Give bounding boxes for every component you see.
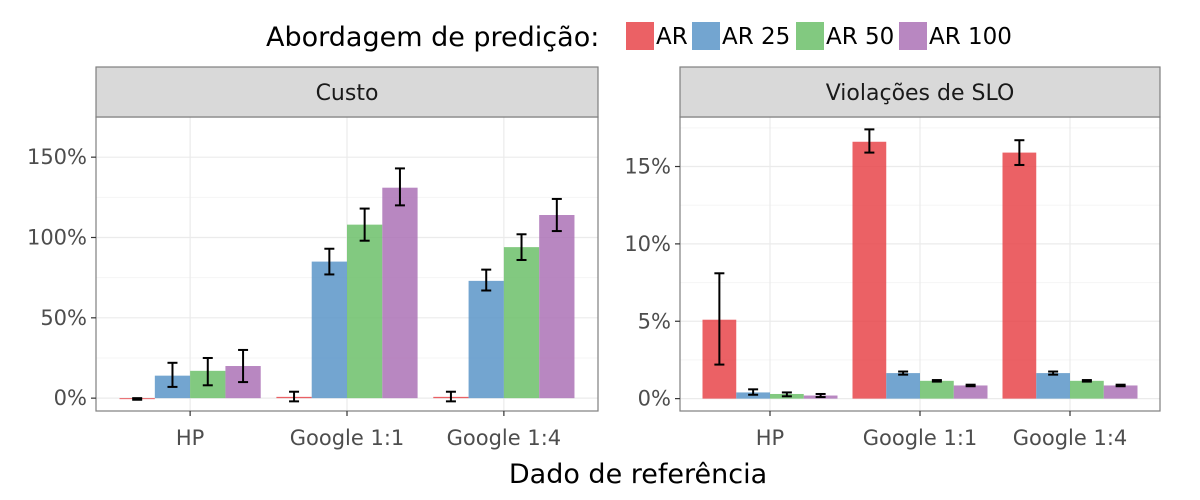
error-bar-ar25-1 xyxy=(898,370,909,376)
x-axis-title: Dado de referência xyxy=(509,459,767,490)
bar-ar50-1 xyxy=(920,380,954,399)
facet-strip xyxy=(95,66,599,118)
error-bar-ar-0 xyxy=(132,397,143,401)
error-bar-ar25-1 xyxy=(324,247,335,276)
error-bar-ar25-0 xyxy=(748,388,759,396)
error-bar-ar50-0 xyxy=(202,356,213,387)
y-tick-label: 0% xyxy=(54,386,87,410)
error-bar-ar-1 xyxy=(864,128,875,154)
error-bar-ar100-1 xyxy=(965,383,976,388)
y-tick-label: 150% xyxy=(27,145,87,169)
facet-strip xyxy=(679,66,1161,118)
error-bar-ar25-2 xyxy=(481,268,492,292)
legend-label-0: AR xyxy=(656,24,688,50)
error-bar-ar50-1 xyxy=(931,379,942,383)
bar-ar25-1 xyxy=(886,373,920,399)
bar-ar25-2 xyxy=(1036,373,1070,399)
legend-swatch-0 xyxy=(626,22,654,50)
y-tick-label: 10% xyxy=(624,232,671,256)
bar-ar25-2 xyxy=(468,280,504,399)
bar-ar100-1 xyxy=(953,385,988,399)
error-bar-ar-2 xyxy=(445,390,456,403)
y-tick-label: 5% xyxy=(638,309,671,333)
x-tick-label: Google 1:4 xyxy=(447,426,562,450)
error-bar-ar25-2 xyxy=(1048,370,1059,376)
bar-ar100-1 xyxy=(382,187,418,399)
bar-ar-1 xyxy=(852,141,887,399)
y-tick-label: 100% xyxy=(27,225,87,249)
bar-ar100-2 xyxy=(1103,385,1138,399)
legend-label-3: AR 100 xyxy=(929,24,1012,50)
bar-ar100-2 xyxy=(539,215,575,399)
legend-swatch-2 xyxy=(796,22,824,50)
bar-ar50-2 xyxy=(503,247,540,399)
x-tick-label: HP xyxy=(176,426,204,450)
x-tick-label: HP xyxy=(756,426,784,450)
facet-title: Custo xyxy=(316,81,379,106)
error-bar-ar100-2 xyxy=(1115,383,1126,388)
bar-ar50-1 xyxy=(347,224,383,399)
legend-swatch-1 xyxy=(692,22,720,50)
y-tick-label: 0% xyxy=(638,387,671,411)
legend-label-2: AR 50 xyxy=(826,24,894,50)
error-bar-ar100-2 xyxy=(551,197,562,233)
bar-ar25-1 xyxy=(311,261,347,399)
error-bar-ar100-1 xyxy=(394,167,405,207)
legend-swatch-3 xyxy=(899,22,927,50)
y-tick-label: 15% xyxy=(624,155,671,179)
facet-title: Violações de SLO xyxy=(826,81,1015,106)
bar-ar50-2 xyxy=(1070,380,1104,399)
y-tick-label: 50% xyxy=(40,306,87,330)
error-bar-ar-0 xyxy=(714,272,725,366)
error-bar-ar-2 xyxy=(1014,139,1025,166)
bar-ar-2 xyxy=(1002,152,1037,399)
x-tick-label: Google 1:1 xyxy=(863,426,978,450)
panel-0: Custo 0% 50% 100% 150% HP Google 1:1 Google 1:4 xyxy=(27,66,599,450)
x-tick-label: Google 1:4 xyxy=(1013,426,1128,450)
legend-title: Abordagem de predição: xyxy=(266,22,599,53)
error-bar-ar50-2 xyxy=(516,233,527,261)
x-tick-label: Google 1:1 xyxy=(290,426,405,450)
error-bar-ar25-0 xyxy=(167,361,178,388)
panel-1: Violações de SLO 0% 5% 10% 15% HP Google 1:1 Go… xyxy=(624,66,1161,450)
error-bar-ar-1 xyxy=(289,390,300,403)
error-bar-ar100-0 xyxy=(815,392,826,399)
legend: Abordagem de predição: AR AR 25 AR 50 AR 10… xyxy=(266,22,1012,53)
legend-label-1: AR 25 xyxy=(722,24,790,50)
error-bar-ar100-0 xyxy=(238,348,249,384)
error-bar-ar50-2 xyxy=(1081,379,1092,383)
error-bar-ar50-0 xyxy=(781,391,792,398)
error-bar-ar50-1 xyxy=(359,207,370,242)
